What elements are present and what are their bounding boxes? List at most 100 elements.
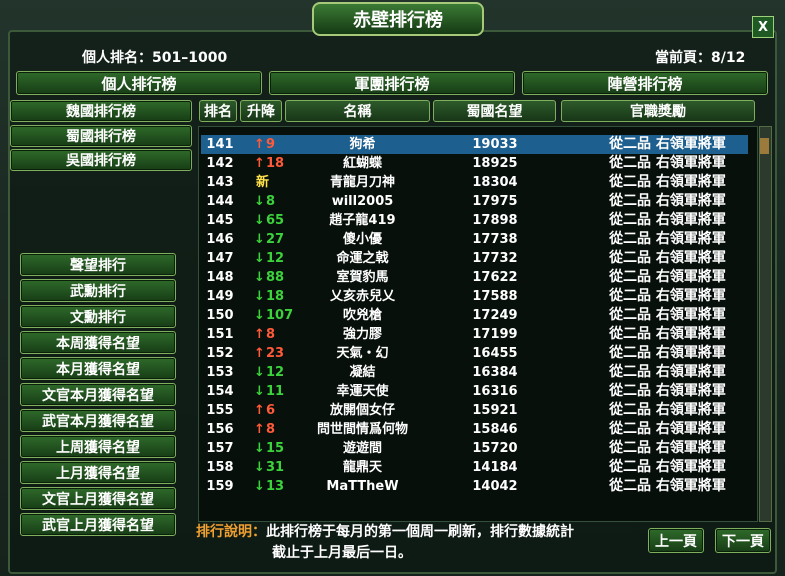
change-arrow: ↓: [254, 365, 265, 380]
category-button[interactable]: 文官本月獲得名望: [20, 383, 176, 406]
scrollbar[interactable]: [759, 126, 772, 522]
score-cell: 17588: [472, 289, 518, 304]
score-cell: 17199: [472, 327, 518, 342]
name-cell: 幸運天使: [336, 384, 389, 399]
change-arrow: ↑: [254, 422, 265, 437]
name-cell: 龍鼎天: [342, 460, 382, 475]
change-cell: 88: [266, 270, 285, 285]
reward-cell: 從二品 右領軍將軍: [609, 440, 726, 456]
reward-cell: 從二品 右領軍將軍: [609, 326, 726, 342]
reward-cell: 從二品 右領軍將軍: [609, 421, 726, 437]
score-cell: 15846: [472, 422, 518, 437]
category-button[interactable]: 武官本月獲得名望: [20, 409, 176, 432]
change-arrow: ↑: [254, 327, 265, 342]
column-header[interactable]: 排名: [199, 100, 237, 122]
change-cell: 11: [266, 384, 285, 399]
score-cell: 17975: [472, 194, 518, 209]
rank-cell: 155: [206, 403, 234, 418]
prev-page-button[interactable]: 上一頁: [648, 528, 704, 553]
category-button[interactable]: 本周獲得名望: [20, 331, 176, 354]
footer-line: 截止于上月最后一日。: [272, 545, 412, 561]
change-cell: 12: [266, 365, 285, 380]
rank-cell: 153: [206, 365, 234, 380]
score-cell: 16455: [472, 346, 518, 361]
rank-cell: 159: [206, 479, 234, 494]
footer-line: 此排行榜于每月的第一個周一刷新，排行數據統計: [266, 524, 574, 540]
rank-cell: 147: [206, 251, 234, 266]
rank-cell: 149: [206, 289, 234, 304]
category-button[interactable]: 上周獲得名望: [20, 435, 176, 458]
reward-cell: 從二品 右領軍將軍: [609, 155, 726, 171]
rank-cell: 148: [206, 270, 234, 285]
rank-cell: 156: [206, 422, 234, 437]
category-button[interactable]: 文勳排行: [20, 305, 176, 328]
score-cell: 17622: [472, 270, 518, 285]
reward-cell: 從二品 右領軍將軍: [609, 345, 726, 361]
column-header[interactable]: 名稱: [285, 100, 430, 122]
tab-button[interactable]: 陣營排行榜: [522, 71, 768, 95]
category-button[interactable]: 文官上月獲得名望: [20, 487, 176, 510]
rank-cell: 142: [206, 156, 234, 171]
change-cell: 65: [266, 213, 285, 228]
tab-button[interactable]: 軍團排行榜: [269, 71, 515, 95]
change-cell: 18: [266, 289, 285, 304]
column-header[interactable]: 升降: [240, 100, 282, 122]
score-cell: 14042: [472, 479, 518, 494]
reward-cell: 從二品 右領軍將軍: [609, 459, 726, 475]
score-cell: 15921: [472, 403, 518, 418]
selected-row: [201, 135, 748, 154]
reward-cell: 從二品 右領軍將軍: [609, 212, 726, 228]
change-cell: 新: [256, 175, 270, 190]
reward-cell: 從二品 右領軍將軍: [609, 383, 726, 399]
change-cell: 8: [266, 422, 276, 437]
rank-cell: 146: [206, 232, 234, 247]
change-cell: 13: [266, 479, 285, 494]
change-arrow: ↓: [254, 308, 265, 323]
reward-cell: 從二品 右領軍將軍: [609, 402, 726, 418]
change-cell: 8: [266, 194, 276, 209]
rank-cell: 150: [206, 308, 234, 323]
reward-cell: 從二品 右領軍將軍: [609, 174, 726, 190]
change-arrow: ↓: [254, 213, 265, 228]
column-header[interactable]: 官職獎勵: [561, 100, 755, 122]
change-cell: 8: [266, 327, 276, 342]
close-button[interactable]: X: [752, 16, 774, 38]
category-button[interactable]: 武勳排行: [20, 279, 176, 302]
column-header[interactable]: 蜀國名望: [433, 100, 556, 122]
category-button[interactable]: 聲望排行: [20, 253, 176, 276]
change-arrow: ↓: [254, 289, 265, 304]
score-cell: 17898: [472, 213, 518, 228]
reward-cell: 從二品 右領軍將軍: [609, 478, 726, 494]
name-cell: 乂亥赤兒乂: [329, 289, 395, 304]
name-cell: 青龍月刀神: [329, 175, 395, 190]
nation-button[interactable]: 魏國排行榜: [10, 100, 192, 122]
tab-button[interactable]: 個人排行榜: [16, 71, 262, 95]
category-button[interactable]: 上月獲得名望: [20, 461, 176, 484]
rank-cell: 158: [206, 460, 234, 475]
next-page-button[interactable]: 下一頁: [715, 528, 771, 553]
change-arrow: ↓: [254, 441, 265, 456]
name-cell: 命運之戟: [336, 251, 389, 266]
change-cell: 18: [266, 156, 285, 171]
name-cell: 室賀豹馬: [336, 270, 389, 285]
score-cell: 17249: [472, 308, 518, 323]
name-cell: 紅蝴蝶: [342, 156, 382, 171]
category-button[interactable]: 本月獲得名望: [20, 357, 176, 380]
nation-button[interactable]: 蜀國排行榜: [10, 124, 192, 147]
name-cell: 傻小優: [342, 232, 382, 247]
change-cell: 31: [266, 460, 285, 475]
score-cell: 18304: [472, 175, 518, 190]
nation-button[interactable]: 吳國排行榜: [10, 149, 192, 171]
change-cell: 27: [266, 232, 285, 247]
name-cell: 吹兇槍: [342, 308, 382, 323]
score-cell: 17738: [472, 232, 518, 247]
reward-cell: 從二品 右領軍將軍: [609, 307, 726, 323]
change-cell: 6: [266, 403, 276, 418]
category-button[interactable]: 武官上月獲得名望: [20, 513, 176, 536]
scroll-thumb[interactable]: [760, 138, 769, 154]
reward-cell: 從二品 右領軍將軍: [609, 288, 726, 304]
footer-note: 排行說明：此排行榜于每月的第一個周一刷新，排行數據統計: [196, 521, 574, 541]
change-arrow: ↓: [254, 460, 265, 475]
name-cell: 凝結: [349, 365, 376, 380]
